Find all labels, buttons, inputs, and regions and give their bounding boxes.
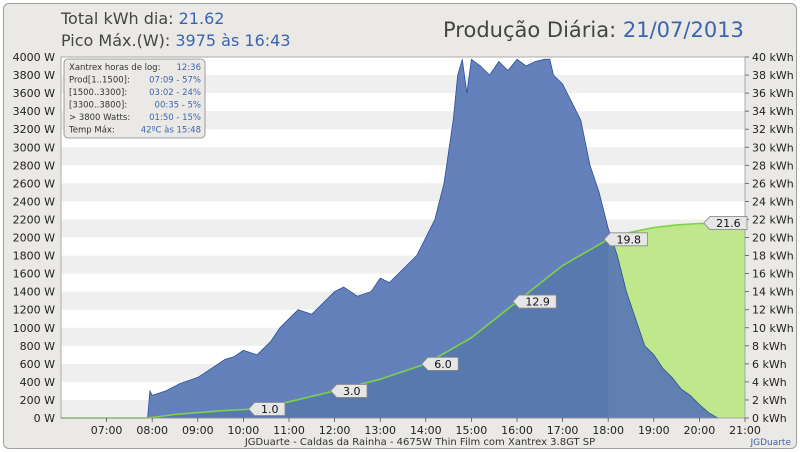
grid-stripe	[61, 75, 745, 94]
y-left-tick-label: 4000 W	[13, 51, 55, 64]
x-tick-label: 17:00	[547, 424, 579, 437]
y-right-tick-label: 36 kWh	[752, 87, 794, 100]
data-label: 3.0	[343, 385, 361, 398]
info-box-label: [1500..3300]:	[69, 88, 127, 98]
y-left-tick-label: 3800 W	[13, 69, 55, 82]
info-box-value: 03:02 - 24%	[149, 88, 201, 98]
total-kwh-summary: Total kWh dia: 21.62	[61, 9, 224, 28]
data-label: 6.0	[434, 358, 452, 371]
data-label-box	[512, 294, 557, 309]
y-left-tick-label: 800 W	[20, 340, 55, 353]
x-tick-label: 16:00	[501, 424, 533, 437]
grid-stripe	[61, 147, 745, 166]
x-tick-label: 12:00	[319, 424, 351, 437]
y-right-tick-label: 32 kWh	[752, 123, 794, 136]
y-right-tick-label: 26 kWh	[752, 177, 794, 190]
y-right-tick-label: 38 kWh	[752, 69, 794, 82]
y-left-tick-label: 2600 W	[13, 177, 55, 190]
info-box-value: 07:09 - 57%	[149, 76, 201, 86]
data-label: 21.6	[716, 217, 741, 230]
data-label-box	[247, 402, 286, 416]
peak-power-value: 3975 às 16:43	[175, 31, 291, 50]
y-right-tick-label: 0 kWh	[752, 412, 787, 425]
x-tick-label: 09:00	[182, 424, 214, 437]
y-right-tick-label: 4 kWh	[752, 376, 787, 389]
y-left-tick-label: 1000 W	[13, 322, 55, 335]
data-label-box	[421, 356, 459, 371]
y-left-tick-label: 3200 W	[13, 123, 55, 136]
y-right-tick-label: 22 kWh	[752, 213, 794, 226]
chart-title: Produção Diária: 21/07/2013	[443, 18, 744, 42]
y-left-tick-label: 2400 W	[13, 195, 55, 208]
y-right-tick-label: 14 kWh	[752, 286, 794, 299]
y-right-tick-label: 2 kWh	[752, 394, 787, 407]
peak-power-summary: Pico Máx.(W): 3975 às 16:43	[61, 31, 291, 50]
x-tick-label: 11:00	[273, 424, 305, 437]
y-right-tick-label: 40 kWh	[752, 51, 794, 64]
y-left-tick-label: 1200 W	[13, 304, 55, 317]
y-right-tick-label: 34 kWh	[752, 105, 794, 118]
y-left-tick-label: 2200 W	[13, 213, 55, 226]
x-tick-label: 14:00	[410, 424, 442, 437]
y-right-tick-label: 10 kWh	[752, 322, 794, 335]
y-left-tick-label: 200 W	[20, 394, 55, 407]
power-area	[61, 58, 718, 419]
y-right-tick-label: 18 kWh	[752, 250, 794, 263]
y-left-tick-label: 3400 W	[13, 105, 55, 118]
x-tick-label: 18:00	[592, 424, 624, 437]
info-box-label: > 3800 Watts:	[69, 113, 130, 123]
y-right-tick-label: 30 kWh	[752, 141, 794, 154]
y-left-tick-label: 400 W	[20, 376, 55, 389]
y-right-tick-label: 6 kWh	[752, 358, 787, 371]
y-left-tick-label: 3600 W	[13, 87, 55, 100]
y-right-tick-label: 24 kWh	[752, 195, 794, 208]
data-label: 19.8	[617, 233, 642, 246]
x-tick-label: 13:00	[364, 424, 396, 437]
info-box-label: Temp Máx:	[68, 126, 115, 136]
data-label-box	[603, 232, 648, 247]
y-left-tick-label: 1400 W	[13, 286, 55, 299]
x-tick-label: 08:00	[136, 424, 168, 437]
y-right-tick-label: 8 kWh	[752, 340, 787, 353]
total-kwh-label: Total kWh dia:	[61, 9, 174, 28]
info-box	[63, 58, 206, 139]
chart-title-label: Produção Diária:	[443, 18, 617, 42]
data-label: 12.9	[525, 296, 550, 309]
y-left-tick-label: 1800 W	[13, 250, 55, 263]
total-kwh-value: 21.62	[178, 9, 225, 28]
y-left-tick-label: 3000 W	[13, 141, 55, 154]
info-box-label: Xantrex horas de log:	[69, 63, 160, 73]
chart-credit: JGDuarte	[749, 438, 791, 448]
peak-power-label: Pico Máx.(W):	[61, 31, 171, 50]
info-box-value: 01:50 - 15%	[149, 113, 201, 123]
y-left-tick-label: 0 W	[34, 412, 55, 425]
y-right-tick-label: 20 kWh	[752, 232, 794, 245]
data-label-box	[330, 384, 368, 398]
info-box-value: 00:35 - 5%	[155, 101, 201, 111]
x-tick-label: 21:00	[729, 424, 761, 437]
y-left-tick-label: 2000 W	[13, 232, 55, 245]
grid-stripe	[61, 183, 745, 202]
x-tick-label: 10:00	[228, 424, 260, 437]
info-box-value: 12:36	[177, 63, 202, 73]
data-label: 1.0	[261, 403, 279, 416]
y-left-tick-label: 600 W	[20, 358, 55, 371]
y-left-tick-label: 1600 W	[13, 268, 55, 281]
info-box-value: 42ºC às 15:48	[141, 126, 201, 136]
info-box-label: [3300..3800]:	[69, 101, 127, 111]
info-box-label: Prod[1..1500]:	[69, 76, 130, 86]
y-left-tick-label: 2800 W	[13, 159, 55, 172]
chart-title-date: 21/07/2013	[622, 18, 744, 42]
x-tick-label: 19:00	[638, 424, 670, 437]
y-right-tick-label: 16 kWh	[752, 268, 794, 281]
data-label-box	[703, 216, 748, 230]
x-tick-label: 15:00	[456, 424, 488, 437]
x-tick-label: 07:00	[91, 424, 123, 437]
y-right-tick-label: 12 kWh	[752, 304, 794, 317]
energy-line	[61, 222, 745, 419]
chart-footer: JGDuarte - Caldas da Rainha - 4675W Thin…	[244, 437, 595, 448]
y-right-tick-label: 28 kWh	[752, 159, 794, 172]
x-tick-label: 20:00	[684, 424, 716, 437]
